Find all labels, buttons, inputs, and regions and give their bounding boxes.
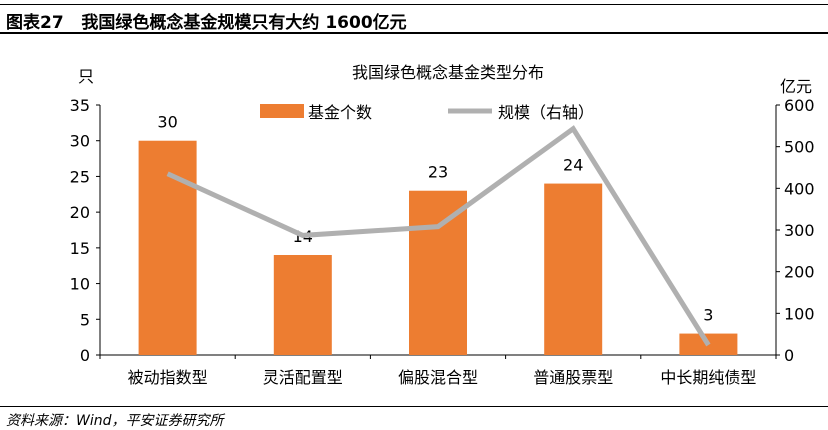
left-tick-label: 25	[70, 167, 90, 186]
right-tick-label: 200	[784, 263, 815, 282]
left-tick-label: 35	[70, 96, 90, 115]
top-rule	[0, 4, 828, 5]
category-label: 中长期纯债型	[660, 368, 756, 387]
figure-title: 图表27 我国绿色概念基金规模只有大约 1600亿元	[6, 13, 407, 33]
left-tick-label: 10	[70, 275, 90, 294]
bar-data-label: 24	[563, 156, 583, 175]
legend-label-bar: 基金个数	[308, 103, 372, 122]
bar-data-label: 3	[703, 306, 713, 325]
left-tick-label: 15	[70, 239, 90, 258]
chart-title: 我国绿色概念基金类型分布	[352, 63, 544, 82]
right-tick-label: 0	[784, 346, 794, 365]
bar-data-label: 23	[428, 163, 448, 182]
right-tick-label: 100	[784, 304, 815, 323]
bar	[138, 140, 197, 355]
category-label: 灵活配置型	[263, 368, 343, 387]
right-tick-label: 600	[784, 96, 815, 115]
left-tick-label: 30	[70, 132, 90, 151]
source-note: 资料来源：Wind，平安证券研究所	[6, 413, 224, 429]
bar-data-label: 30	[157, 113, 177, 132]
title-rule	[0, 32, 828, 34]
legend-label-line: 规模（右轴）	[498, 103, 594, 122]
left-tick-label: 20	[70, 203, 90, 222]
category-label: 偏股混合型	[398, 368, 478, 387]
legend-swatch-bar	[260, 104, 304, 118]
bar	[544, 183, 603, 355]
bar	[273, 255, 332, 355]
category-label: 普通股票型	[533, 368, 613, 387]
right-tick-label: 500	[784, 138, 815, 157]
right-tick-label: 300	[784, 221, 815, 240]
left-tick-label: 5	[80, 310, 90, 329]
footer-rule	[0, 406, 828, 407]
bar	[409, 190, 467, 355]
category-label: 被动指数型	[128, 368, 208, 387]
right-axis-unit: 亿元	[780, 77, 812, 96]
right-tick-label: 400	[784, 179, 815, 198]
left-axis-unit: 只	[78, 67, 94, 86]
left-tick-label: 0	[80, 346, 90, 365]
